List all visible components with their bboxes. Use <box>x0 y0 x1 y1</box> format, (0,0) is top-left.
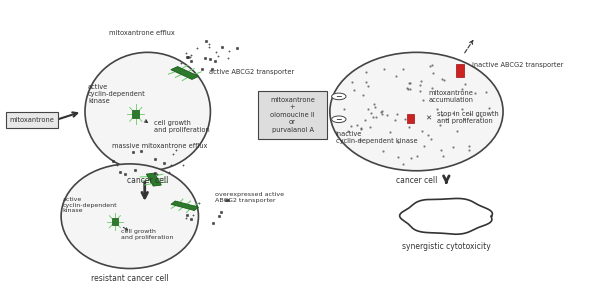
Text: −: − <box>335 115 342 124</box>
Ellipse shape <box>330 52 503 171</box>
Text: inactive
cyclin-dependent kinase: inactive cyclin-dependent kinase <box>336 131 418 144</box>
Text: active
cyclin-dependent
kinase: active cyclin-dependent kinase <box>62 197 117 213</box>
Text: resistant cancer cell: resistant cancer cell <box>91 274 169 283</box>
FancyBboxPatch shape <box>258 91 327 139</box>
Circle shape <box>332 93 346 100</box>
Ellipse shape <box>61 164 199 268</box>
Text: ✕: ✕ <box>425 115 431 121</box>
Text: mitoxantrone: mitoxantrone <box>10 117 54 123</box>
Text: cell growth
and proliferation: cell growth and proliferation <box>121 229 173 239</box>
Circle shape <box>332 116 346 123</box>
Text: cancer cell: cancer cell <box>127 176 169 185</box>
Polygon shape <box>400 198 493 234</box>
Bar <box>132 110 139 119</box>
Text: active ABCG2 transporter: active ABCG2 transporter <box>209 69 294 75</box>
FancyBboxPatch shape <box>5 112 58 127</box>
Bar <box>146 173 161 186</box>
Text: cell growth
and proliferation: cell growth and proliferation <box>154 120 209 133</box>
Text: mitoxantrone
accumulation: mitoxantrone accumulation <box>428 90 473 103</box>
Text: inactive ABCG2 transporter: inactive ABCG2 transporter <box>472 62 563 68</box>
Bar <box>456 64 464 77</box>
Text: massive mitoxantrone efflux: massive mitoxantrone efflux <box>112 143 208 149</box>
Text: overexpressed active
ABCG2 transporter: overexpressed active ABCG2 transporter <box>215 192 284 203</box>
Bar <box>171 201 199 211</box>
Bar <box>407 114 414 123</box>
Bar <box>171 67 199 80</box>
Text: cancer cell: cancer cell <box>396 176 437 185</box>
Text: −: − <box>335 92 342 101</box>
Ellipse shape <box>85 52 211 171</box>
Text: synergistic cytotoxicity: synergistic cytotoxicity <box>402 242 491 251</box>
Text: mitoxantrone
+
olomoucine II
or
purvalanol A: mitoxantrone + olomoucine II or purvalan… <box>270 97 315 133</box>
Text: stop in cell growth
and proliferation: stop in cell growth and proliferation <box>437 111 499 124</box>
Text: mitoxantrone efflux: mitoxantrone efflux <box>109 30 175 36</box>
Text: active
cyclin-dependent
kinase: active cyclin-dependent kinase <box>88 84 146 104</box>
Bar <box>112 218 118 225</box>
